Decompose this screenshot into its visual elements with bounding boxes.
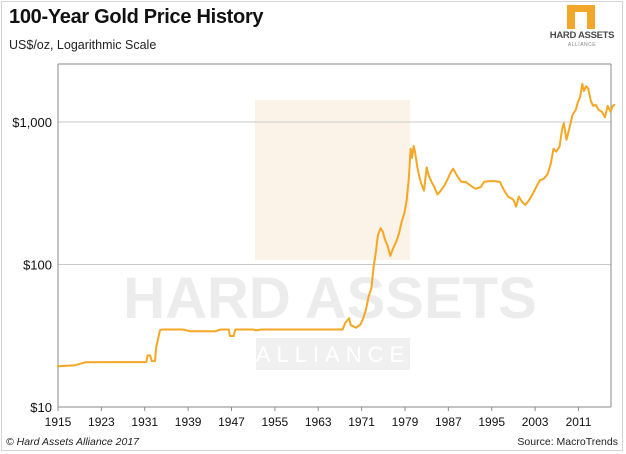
watermark-subtext: ALLIANCE	[256, 342, 410, 367]
x-tick-label: 1923	[88, 415, 115, 429]
gridlines	[58, 121, 611, 265]
watermark-block	[255, 100, 410, 260]
y-axis-labels: $10 $100 $1,000	[12, 115, 52, 415]
axes	[57, 63, 612, 411]
logo-tagline: ALLIANCE	[567, 42, 597, 48]
logo-mark-notch	[575, 12, 587, 29]
logo-name: HARD ASSETS	[549, 30, 615, 41]
watermark-text: HARD ASSETS	[123, 266, 537, 331]
x-tick-label: 1955	[262, 415, 289, 429]
watermark-band	[256, 338, 410, 370]
x-tick-label: 1971	[348, 415, 375, 429]
chart-subtitle: US$/oz, Logarithmic Scale	[9, 38, 157, 52]
x-tick-label: 1947	[218, 415, 245, 429]
chart-title: 100-Year Gold Price History	[9, 6, 264, 28]
x-tick-label: 1987	[435, 415, 462, 429]
x-tick-label: 2011	[566, 415, 592, 429]
x-tick-label: 1979	[392, 415, 419, 429]
x-tick-label: 1931	[131, 415, 158, 429]
x-tick-label: 1915	[45, 415, 72, 429]
x-tick-label: 1963	[305, 415, 332, 429]
x-tick-label: 1995	[478, 415, 505, 429]
x-axis-labels: 1915 1923 1931 1939 1947 1955 1963 1971 1979 1987…	[45, 415, 592, 429]
copyright-note: © Hard Assets Alliance 2017	[6, 436, 140, 448]
source-note: Source: MacroTrends	[517, 436, 618, 448]
y-tick-label: $100	[23, 258, 52, 273]
series-group	[57, 82, 616, 368]
x-tick-label: 2003	[522, 415, 549, 429]
x-tick-label: 1939	[175, 415, 202, 429]
series-line-gold-price	[57, 82, 616, 368]
y-tick-label: $1,000	[12, 115, 52, 130]
y-tick-label: $10	[30, 400, 52, 415]
brand-logo: HARD ASSETS ALLIANCE	[549, 5, 615, 49]
